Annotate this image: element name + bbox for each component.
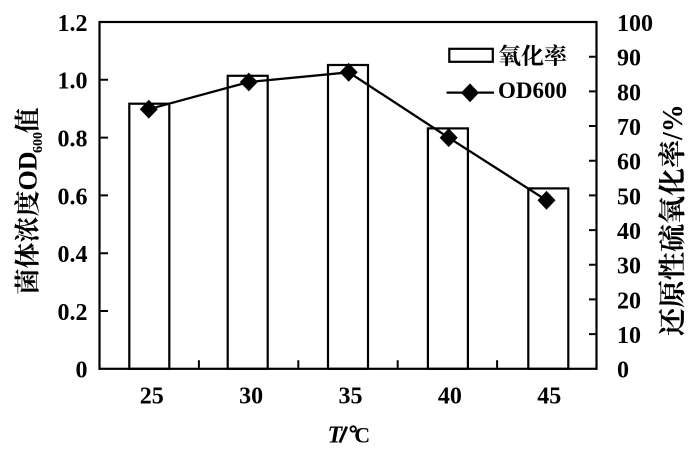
svg-text:40: 40 xyxy=(438,384,462,410)
svg-text:30: 30 xyxy=(239,384,263,410)
svg-text:1.0: 1.0 xyxy=(58,69,88,95)
svg-text:C: C xyxy=(354,423,370,448)
svg-text:25: 25 xyxy=(140,384,164,410)
svg-text:0.4: 0.4 xyxy=(58,242,88,268)
svg-text:1.2: 1.2 xyxy=(58,11,88,37)
svg-text:80: 80 xyxy=(617,80,641,106)
svg-text:100: 100 xyxy=(617,11,653,37)
svg-text:90: 90 xyxy=(617,46,641,72)
svg-text:0: 0 xyxy=(617,358,629,384)
svg-text:30: 30 xyxy=(617,254,641,280)
svg-text:0.6: 0.6 xyxy=(58,184,88,210)
svg-text:/%: /% xyxy=(658,104,689,141)
svg-text:10: 10 xyxy=(617,323,641,349)
svg-text:60: 60 xyxy=(617,150,641,176)
svg-text:35: 35 xyxy=(339,384,363,410)
svg-text:0: 0 xyxy=(76,358,88,384)
svg-text:20: 20 xyxy=(617,288,641,314)
svg-text:0.2: 0.2 xyxy=(58,300,88,326)
svg-text:45: 45 xyxy=(537,384,561,410)
svg-text:70: 70 xyxy=(617,115,641,141)
svg-text:OD: OD xyxy=(14,152,43,191)
svg-text:600: 600 xyxy=(31,132,46,153)
svg-text:40: 40 xyxy=(617,219,641,245)
svg-text:OD600: OD600 xyxy=(498,78,567,103)
svg-text:T: T xyxy=(328,423,344,449)
svg-text:50: 50 xyxy=(617,184,641,210)
svg-text:0.8: 0.8 xyxy=(58,127,88,153)
